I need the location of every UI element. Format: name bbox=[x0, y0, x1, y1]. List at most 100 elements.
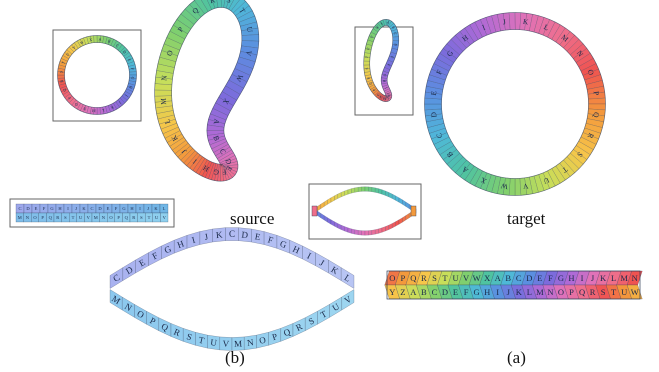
lens-letter: J bbox=[318, 258, 326, 269]
band-letter: M bbox=[91, 108, 96, 113]
lens-tile bbox=[351, 187, 355, 194]
band-letter: D bbox=[393, 43, 397, 47]
band-letter: X bbox=[380, 21, 384, 26]
lens-letter: R bbox=[294, 321, 304, 333]
band-letter: M bbox=[536, 287, 544, 297]
lens-letter: U bbox=[330, 301, 341, 313]
lens-tile bbox=[341, 289, 355, 311]
band-letter: X bbox=[89, 37, 93, 42]
band-letter: X bbox=[221, 97, 232, 107]
lens-letter: K bbox=[329, 264, 340, 276]
strip-letter: F bbox=[43, 206, 46, 211]
band-letter: S bbox=[59, 70, 64, 73]
band-letter: K bbox=[387, 94, 391, 98]
band-letter: T bbox=[365, 55, 369, 58]
lens-tile bbox=[334, 193, 338, 201]
band-letter: D bbox=[526, 273, 532, 283]
band-letter: W bbox=[79, 39, 85, 45]
strip-letter: M bbox=[18, 215, 22, 220]
band-letter: R bbox=[421, 273, 427, 283]
lens-tile bbox=[344, 189, 349, 196]
band-letter: G bbox=[474, 287, 480, 297]
lens-tile bbox=[327, 217, 332, 225]
lens-tile bbox=[402, 199, 406, 207]
band-letter: M bbox=[382, 96, 387, 101]
lens-letter: S bbox=[185, 331, 193, 342]
lens-tile bbox=[344, 226, 349, 233]
lens-tile bbox=[375, 187, 379, 194]
band-letter: O bbox=[389, 273, 395, 283]
band-letter: B bbox=[505, 273, 511, 283]
strip-letter: I bbox=[139, 206, 141, 211]
band-letter: L bbox=[386, 96, 390, 101]
strip-letter: R bbox=[132, 215, 135, 220]
band-letter: V bbox=[71, 44, 76, 50]
lens-tile bbox=[354, 187, 359, 193]
strip-letter: U bbox=[155, 215, 159, 220]
lens-tile bbox=[398, 217, 403, 225]
lens-letter: D bbox=[241, 230, 249, 241]
band-letter: A bbox=[460, 164, 470, 175]
lens-letter: G bbox=[163, 243, 174, 255]
strip-letter: M bbox=[94, 215, 98, 220]
lens-tile bbox=[341, 224, 345, 232]
band-letter: F bbox=[464, 287, 469, 297]
band-letter: G bbox=[130, 76, 135, 80]
lens-letter: H bbox=[291, 244, 302, 256]
band-tile bbox=[93, 35, 98, 43]
strip-letter: H bbox=[58, 206, 62, 211]
strip-letter: G bbox=[50, 206, 54, 211]
lens-tile bbox=[317, 203, 321, 212]
lens-cap bbox=[311, 205, 318, 217]
band-letter: N bbox=[378, 94, 383, 99]
band-letter: H bbox=[201, 163, 211, 174]
strip-letter: N bbox=[102, 215, 106, 220]
strip-letter: O bbox=[109, 215, 113, 220]
band-letter: F bbox=[434, 68, 444, 75]
lens-tile bbox=[388, 223, 393, 230]
band-letter: K bbox=[516, 287, 523, 297]
band-letter: V bbox=[244, 49, 254, 57]
lens-tile bbox=[340, 267, 355, 289]
small-strip-shape: C D E F G H I J K C D E F G H I J K LM N O P Q R S T U V M N O P Q R S T U V bbox=[15, 203, 169, 223]
lens-tile bbox=[368, 186, 372, 192]
strip-letter: C bbox=[90, 206, 93, 211]
lens-tile bbox=[324, 215, 328, 223]
lens-letter: U bbox=[210, 337, 218, 348]
lens-letter: V bbox=[343, 294, 354, 306]
caption-source: source bbox=[230, 209, 274, 228]
strip-letter: E bbox=[35, 206, 38, 211]
band-letter: J bbox=[591, 273, 595, 283]
lens-letter: J bbox=[204, 231, 210, 242]
caption-panel-b: (b) bbox=[225, 348, 245, 367]
strip-letter: I bbox=[67, 206, 69, 211]
lens-letter: T bbox=[319, 308, 329, 320]
lens-tile bbox=[327, 197, 332, 205]
band-tile bbox=[129, 71, 137, 76]
band-letter: U bbox=[366, 47, 371, 51]
strip-letter: T bbox=[72, 215, 75, 220]
band-letter: A bbox=[98, 36, 102, 41]
band-letter: A bbox=[410, 287, 417, 297]
lens-tile bbox=[337, 223, 342, 230]
band-letter: H bbox=[460, 33, 470, 44]
band-letter: I bbox=[581, 273, 584, 283]
band-letter: I bbox=[496, 287, 499, 297]
band-letter: D bbox=[223, 158, 233, 167]
strip-letter: T bbox=[148, 215, 151, 220]
lens-tile bbox=[337, 192, 342, 199]
lens-letter: R bbox=[172, 327, 181, 339]
band-outline bbox=[386, 270, 641, 300]
lens-cap bbox=[410, 205, 417, 217]
band-letter: U bbox=[542, 176, 551, 187]
lens-tile bbox=[317, 210, 321, 219]
lens-tile bbox=[381, 226, 386, 233]
band-letter: I bbox=[191, 157, 199, 166]
band-letter: A bbox=[386, 20, 391, 25]
strip-letter: P bbox=[41, 215, 44, 220]
